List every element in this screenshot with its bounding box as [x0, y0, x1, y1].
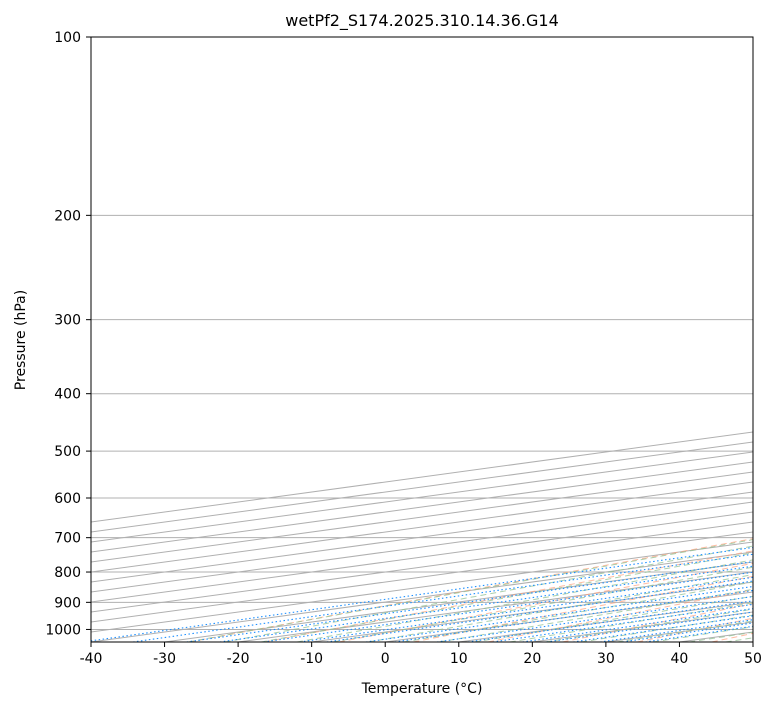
- x-tick-label: 50: [744, 651, 762, 667]
- x-tick-label: 40: [671, 651, 689, 667]
- moist-adiabat: [296, 559, 753, 642]
- x-axis-label: Temperature (°C): [361, 681, 483, 697]
- mixing-ratio-line: [394, 589, 753, 642]
- isotherm-line: [91, 521, 753, 613]
- x-tick-label: 10: [450, 651, 468, 667]
- mixing-ratio-line: [467, 600, 753, 642]
- mixing-ratio-lines: [91, 546, 753, 642]
- y-tick-label: 1000: [45, 622, 81, 638]
- y-tick-label: 200: [54, 208, 81, 224]
- isotherm-line: [91, 531, 753, 623]
- x-tick-label: 0: [381, 651, 390, 667]
- plot-area: -100-90-80-70-60-50-40-30-20-1000.10.20.…: [91, 37, 753, 642]
- moist-adiabat: [188, 539, 753, 642]
- plot-background: [91, 37, 753, 642]
- y-tick-label: 400: [54, 387, 81, 403]
- isotherm-line: [91, 511, 753, 603]
- y-tick-label: 100: [54, 30, 81, 46]
- y-tick-label: 500: [54, 444, 81, 460]
- y-tick-label: 700: [54, 531, 81, 547]
- mixing-ratio-line: [91, 546, 753, 642]
- mixing-ratio-line: [492, 603, 753, 642]
- isotherm-line: [91, 461, 753, 553]
- isotherm-line: [91, 481, 753, 573]
- pressure-gridlines: [91, 37, 753, 630]
- x-tick-label: 20: [523, 651, 541, 667]
- y-tick-label: 900: [54, 595, 81, 611]
- chart-title: wetPf2_S174.2025.310.14.36.G14: [285, 11, 559, 31]
- y-tick-label: 800: [54, 565, 81, 581]
- moist-adiabat: [224, 545, 753, 642]
- y-axis-label: Pressure (hPa): [13, 290, 29, 390]
- isotherm-line: [91, 451, 753, 543]
- y-tick-label: 300: [54, 313, 81, 329]
- isotherm-line: [91, 501, 753, 593]
- mixing-ratio-line: [186, 561, 753, 642]
- x-tick-label: 30: [597, 651, 615, 667]
- axes: -40 -30 -20 -10 0 10 20 30 40 50 100 200 300 400 500 60…: [45, 30, 762, 667]
- isotherms: [91, 431, 753, 642]
- y-tick-label: 600: [54, 491, 81, 507]
- plot-frame: [90, 36, 754, 643]
- mixing-ratio-line: [436, 595, 753, 642]
- x-tick-label: -40: [80, 651, 103, 667]
- x-tick-label: -30: [153, 651, 176, 667]
- dry-adiabat: [413, 575, 753, 642]
- dry-adiabat: [338, 562, 753, 642]
- moist-adiabat: [332, 566, 753, 642]
- x-tick-label: -10: [300, 651, 323, 667]
- isotherm-line: [91, 491, 753, 583]
- x-tick-label: -20: [227, 651, 250, 667]
- isotherm-line: [91, 471, 753, 563]
